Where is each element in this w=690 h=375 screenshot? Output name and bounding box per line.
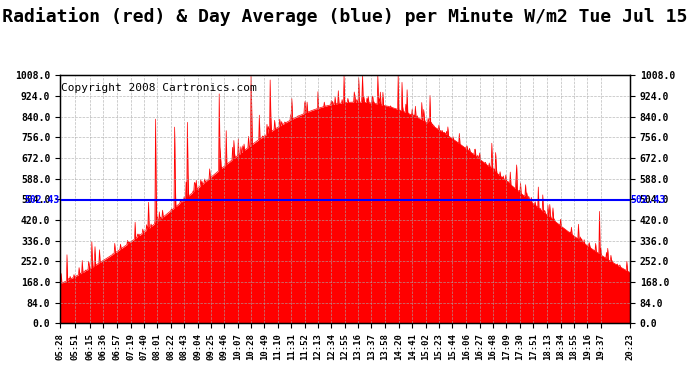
Text: 502.43: 502.43 (630, 195, 665, 205)
Text: 502.43: 502.43 (25, 195, 60, 205)
Text: Copyright 2008 Cartronics.com: Copyright 2008 Cartronics.com (61, 83, 257, 93)
Text: Solar Radiation (red) & Day Average (blue) per Minute W/m2 Tue Jul 15 20:23: Solar Radiation (red) & Day Average (blu… (0, 8, 690, 27)
